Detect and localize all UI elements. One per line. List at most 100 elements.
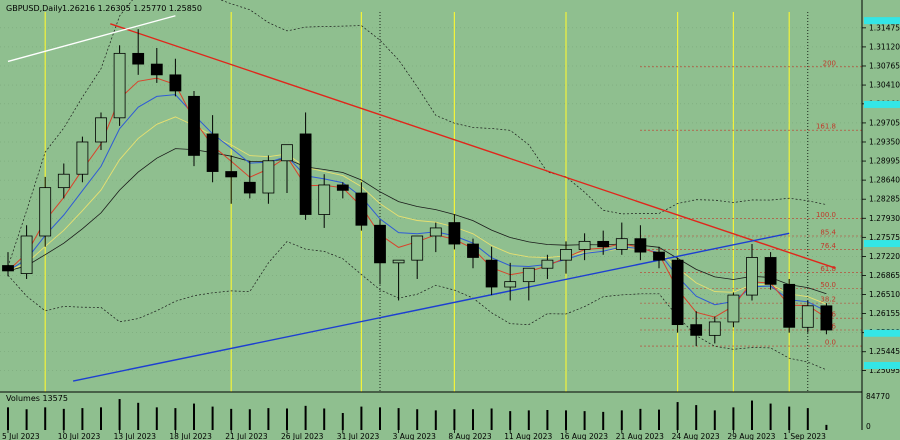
price-marker [864, 329, 900, 337]
candle-body [690, 324, 703, 336]
candle-body [429, 227, 442, 237]
candle-body [243, 181, 256, 194]
price-tick-label: 1.26155 [869, 309, 900, 318]
candle-body [392, 259, 405, 264]
time-tick-label: 26 Jul 2023 [281, 432, 324, 440]
candle-body [727, 294, 740, 323]
price-tick-label: 1.31475 [869, 23, 900, 32]
candle-body [541, 259, 554, 269]
candle-body [820, 305, 833, 331]
price-marker [864, 361, 900, 369]
candle-body [39, 187, 52, 237]
candles-layer [2, 29, 833, 347]
price-marker [864, 240, 900, 248]
fib-level-label: 200 [823, 59, 836, 67]
fib-level-label: 76.4 [820, 242, 836, 250]
upper-band [7, 0, 827, 267]
price-axis-layer: 1.314751.311201.307651.304101.300601.297… [862, 17, 900, 375]
candle-body [225, 171, 238, 178]
volume-zero-label: 0 [866, 422, 871, 431]
candle-body [281, 144, 293, 162]
price-tick-label: 1.27220 [869, 252, 900, 261]
candle-body [597, 240, 610, 248]
candle-body [411, 235, 424, 261]
bands-layer [7, 0, 827, 371]
candle-body [504, 281, 517, 288]
fib-level-label: 100.0 [816, 211, 836, 219]
volume-label: Volumes 13575 [6, 394, 68, 403]
chart-header-symbol: GBPUSD,Daily [6, 4, 63, 13]
price-tick-label: 1.28995 [869, 157, 900, 166]
price-tick-label: 1.30410 [869, 81, 900, 90]
candle-body [485, 259, 498, 288]
candle-body [578, 240, 591, 250]
vertical-markers-layer [44, 12, 809, 392]
candle-body [560, 249, 572, 261]
ma-black-line [7, 148, 827, 295]
candle-body [132, 52, 145, 65]
time-tick-label: 21 Jul 2023 [225, 432, 268, 440]
candle-body [188, 95, 200, 156]
candle-body [374, 224, 386, 264]
time-tick-label: 31 Jul 2023 [337, 432, 380, 440]
candle-body [746, 257, 758, 296]
price-tick-label: 1.26865 [869, 271, 900, 280]
candle-body [634, 238, 647, 253]
candle-body [615, 238, 628, 250]
white-trendline [7, 15, 176, 63]
candle-body [671, 259, 684, 326]
candle-body [169, 74, 182, 92]
trendlines-layer [7, 15, 836, 382]
candle-body [206, 133, 219, 172]
candle-body [20, 235, 33, 274]
price-tick-label: 1.27930 [869, 214, 900, 223]
price-tick-label: 1.27575 [869, 233, 900, 242]
candle-body [113, 52, 126, 119]
time-tick-label: 13 Jul 2023 [114, 432, 157, 440]
fib-level-label: 61.8 [820, 265, 836, 273]
candle-body [801, 305, 814, 328]
ma-blue-line [7, 94, 827, 312]
time-tick-label: 8 Aug 2023 [448, 432, 491, 440]
chart-header-ohlc: 1.26216 1.26305 1.25770 1.25850 [62, 4, 202, 13]
candle-body [783, 283, 796, 328]
time-tick-label: 1 Sep 2023 [783, 432, 826, 440]
fib-level-label: 38.2 [820, 296, 836, 304]
time-tick-label: 29 Aug 2023 [727, 432, 775, 440]
fib-level-label: 161.8 [816, 123, 836, 131]
candle-body [299, 133, 312, 215]
time-tick-label: 3 Aug 2023 [393, 432, 436, 440]
candle-body [57, 173, 70, 189]
blue-trendline [72, 232, 790, 382]
price-marker [864, 100, 900, 108]
candle-body [262, 160, 275, 194]
time-tick-label: 21 Aug 2023 [616, 432, 664, 440]
time-tick-label: 18 Jul 2023 [169, 432, 212, 440]
candle-body [653, 251, 665, 261]
time-tick-label: 5 Jul 2023 [2, 432, 40, 440]
candle-body [336, 184, 349, 191]
candle-body [708, 321, 721, 336]
ma-yellow-line [7, 116, 827, 305]
price-tick-label: 1.29705 [869, 118, 900, 127]
lower-band [7, 241, 827, 371]
candle-body [448, 222, 461, 245]
price-tick-label: 1.25095 [869, 366, 900, 375]
price-tick-label: 1.29350 [869, 137, 900, 146]
time-tick-label: 16 Aug 2023 [560, 432, 608, 440]
candle-body [76, 141, 89, 175]
price-tick-label: 1.25445 [869, 347, 900, 356]
price-tick-label: 1.28285 [869, 195, 900, 204]
price-tick-label: 1.26510 [869, 290, 900, 299]
time-tick-label: 10 Jul 2023 [58, 432, 101, 440]
candle-body [2, 265, 14, 272]
fib-level-label: 0.0 [825, 339, 836, 347]
red-trendline [110, 23, 836, 269]
volume-max-label: 84770 [866, 392, 890, 401]
fib-level-label: 50.0 [820, 281, 836, 289]
candle-body [764, 257, 777, 285]
price-tick-label: 1.30765 [869, 61, 900, 70]
